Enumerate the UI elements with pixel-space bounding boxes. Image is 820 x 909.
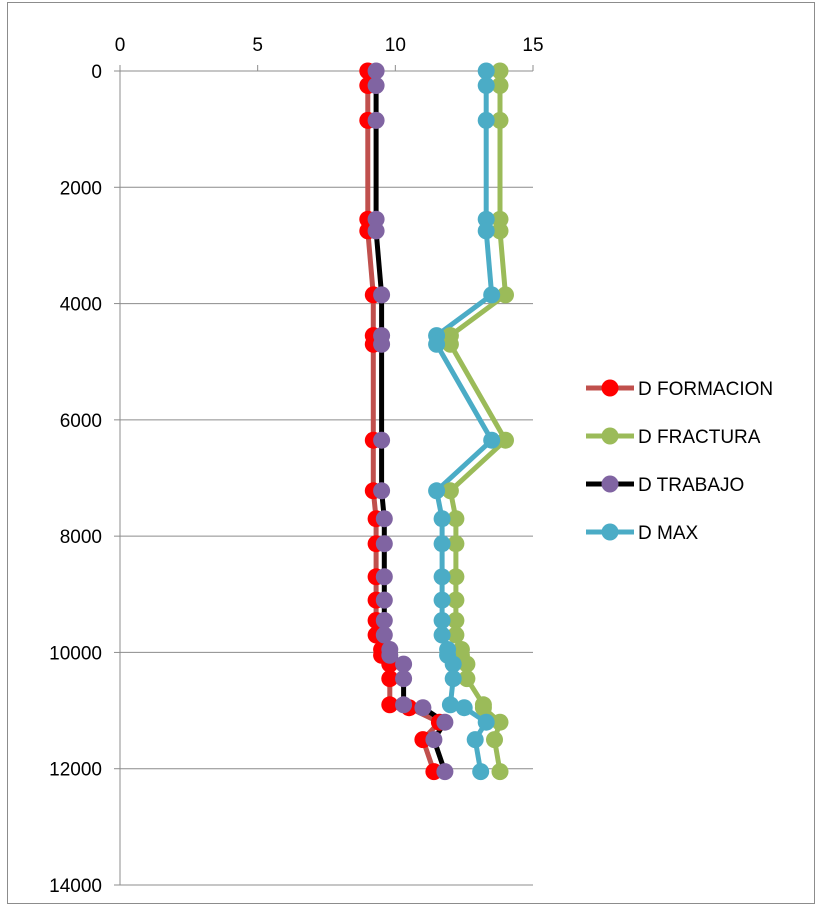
data-point	[375, 612, 393, 629]
legend: D FORMACION D FRACTURA D TRABAJO D MAX	[586, 379, 773, 544]
data-point	[395, 655, 413, 673]
data-point	[367, 62, 385, 80]
data-point	[477, 222, 495, 240]
data-point	[491, 763, 509, 781]
data-point	[373, 482, 391, 500]
data-point	[447, 535, 465, 553]
data-point	[375, 591, 393, 609]
legend-marker	[601, 427, 619, 445]
data-point	[433, 535, 451, 553]
data-point	[477, 111, 495, 129]
data-point	[447, 612, 465, 629]
data-point	[433, 591, 451, 609]
data-point	[483, 286, 501, 304]
legend-label: D FORMACION	[638, 379, 773, 400]
data-point	[436, 713, 454, 731]
data-point	[373, 431, 391, 449]
data-point	[441, 335, 459, 353]
y-tick-label: 4000	[60, 295, 102, 316]
legend-entry: D TRABAJO	[586, 475, 744, 496]
data-point	[373, 286, 391, 304]
data-point	[441, 696, 459, 714]
data-point	[395, 696, 413, 714]
data-point	[491, 77, 509, 94]
data-point	[381, 646, 399, 664]
data-point	[447, 510, 465, 528]
series-markers-d-trabajo	[367, 62, 454, 781]
x-tick-label: 5	[252, 35, 263, 56]
legend-marker	[601, 523, 619, 541]
legend-label: D FRACTURA	[638, 427, 761, 448]
legend-entry: D FRACTURA	[586, 427, 761, 448]
data-point	[477, 77, 495, 94]
data-point	[367, 222, 385, 240]
series-markers-d-max	[428, 62, 501, 781]
data-point	[433, 626, 451, 644]
data-point	[433, 612, 451, 629]
chart-frame: 0 2000 4000 6000 8000 10000 12000 14000 0 5 10 15 D…	[7, 2, 815, 904]
data-point	[477, 713, 495, 731]
legend-entry: D FORMACION	[586, 379, 773, 400]
series-layer	[359, 62, 514, 781]
data-point	[466, 731, 484, 749]
axes-layer: 0 2000 4000 6000 8000 10000 12000 14000 0 5 10 15	[49, 35, 543, 897]
data-point	[447, 626, 465, 644]
data-point	[433, 568, 451, 586]
data-point	[486, 731, 503, 749]
data-point	[375, 535, 393, 553]
data-point	[428, 335, 446, 353]
y-tick-label: 10000	[49, 643, 102, 664]
data-point	[381, 670, 399, 688]
data-point	[491, 713, 509, 731]
data-point	[441, 482, 459, 500]
data-point	[491, 111, 509, 129]
x-tick-label: 10	[385, 35, 406, 56]
data-point	[491, 222, 509, 240]
chart-svg: 0 2000 4000 6000 8000 10000 12000 14000 0 5 10 15 D…	[49, 35, 773, 897]
data-point	[455, 699, 473, 717]
data-point	[483, 431, 501, 449]
legend-entry: D MAX	[586, 523, 699, 544]
data-point	[497, 286, 514, 304]
data-point	[472, 763, 490, 781]
data-point	[447, 568, 465, 586]
data-point	[425, 731, 443, 749]
legend-label: D MAX	[638, 523, 699, 544]
data-point	[367, 111, 385, 129]
y-tick-label: 8000	[60, 527, 102, 548]
data-point	[381, 696, 399, 714]
y-tick-label: 2000	[60, 178, 102, 199]
data-point	[433, 510, 451, 528]
data-point	[375, 510, 393, 528]
y-tick-label: 12000	[49, 760, 102, 781]
y-tick-label: 6000	[60, 411, 102, 432]
data-point	[395, 670, 413, 688]
y-tick-label: 0	[91, 62, 102, 83]
data-point	[447, 591, 465, 609]
data-point	[414, 699, 432, 717]
series-markers-d-fractura	[441, 62, 514, 781]
data-point	[444, 655, 462, 673]
data-point	[375, 626, 393, 644]
data-point	[444, 670, 462, 688]
legend-marker	[601, 475, 619, 493]
data-point	[375, 568, 393, 586]
data-point	[458, 670, 476, 688]
x-tick-label: 0	[115, 35, 126, 56]
data-point	[428, 482, 446, 500]
data-point	[436, 763, 454, 781]
data-point	[497, 431, 514, 449]
legend-label: D TRABAJO	[638, 475, 744, 496]
grid-layer	[120, 186, 533, 886]
data-point	[373, 335, 391, 353]
data-point	[477, 62, 495, 80]
x-tick-label: 15	[522, 35, 543, 56]
data-point	[491, 62, 509, 80]
legend-marker	[601, 379, 619, 397]
data-point	[367, 77, 385, 94]
data-point	[474, 699, 492, 717]
y-tick-label: 14000	[49, 876, 102, 897]
data-point	[458, 655, 476, 673]
